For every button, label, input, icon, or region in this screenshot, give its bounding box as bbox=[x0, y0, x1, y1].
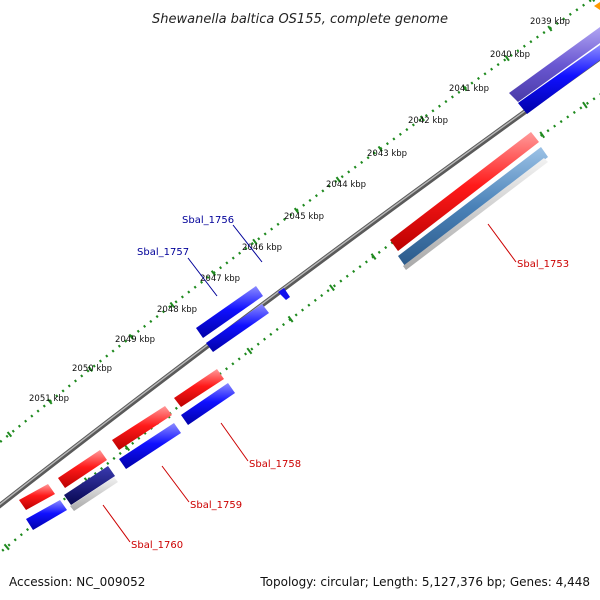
outer-major-tick bbox=[592, 0, 596, 3]
tick-label-2040: 2040 kbp bbox=[490, 50, 530, 60]
genome-backbone bbox=[0, 54, 600, 509]
inner-major-tick bbox=[124, 444, 131, 452]
outer-major-tick bbox=[335, 176, 341, 183]
inner-major-tick bbox=[329, 284, 335, 292]
label-sbal-1758[interactable]: Sbal_1758 bbox=[249, 459, 301, 470]
outer-major-tick bbox=[87, 366, 94, 372]
leader-sbal-1760 bbox=[102, 504, 131, 543]
genome-summary-text: Topology: circular; Length: 5,127,376 bp… bbox=[259, 575, 590, 589]
tick-label-2044: 2044 kbp bbox=[326, 180, 366, 190]
inner-major-tick bbox=[287, 315, 294, 323]
tick-label-2050: 2050 kbp bbox=[72, 364, 112, 374]
leader-lines bbox=[102, 223, 517, 543]
feature-sbal-1758-red[interactable] bbox=[174, 369, 224, 407]
feature-sbal-1756-arrow[interactable] bbox=[278, 288, 290, 300]
tick-label-2043: 2043 kbp bbox=[367, 149, 407, 159]
tick-label-2051: 2051 kbp bbox=[29, 394, 69, 404]
feature-purple[interactable] bbox=[509, 27, 600, 102]
outer-ruler bbox=[0, 0, 594, 444]
leader-sbal-1756 bbox=[232, 224, 263, 263]
tick-label-2042: 2042 kbp bbox=[408, 116, 448, 126]
outer-major-tick bbox=[47, 398, 53, 405]
feature-sbal-1760-gray bbox=[70, 477, 118, 511]
tick-label-2041: 2041 kbp bbox=[449, 84, 489, 94]
feature-sbal-1758-blue[interactable] bbox=[181, 383, 235, 425]
feature-sbal-1759-red[interactable] bbox=[112, 406, 172, 450]
feature-sbal-1757-blue-b[interactable] bbox=[206, 304, 269, 352]
tick-label-2039: 2039 kbp bbox=[530, 17, 570, 27]
leader-sbal-1758 bbox=[220, 422, 249, 462]
outer-major-tick bbox=[210, 270, 217, 277]
label-sbal-1760[interactable]: Sbal_1760 bbox=[131, 540, 183, 551]
label-sbal-1757[interactable]: Sbal_1757 bbox=[137, 247, 189, 258]
inner-major-tick bbox=[370, 253, 377, 260]
tick-label-2048: 2048 kbp bbox=[157, 305, 197, 315]
feature-orange-marker bbox=[594, 2, 600, 10]
outer-major-tick bbox=[504, 55, 510, 62]
outer-major-ticks bbox=[6, 0, 596, 438]
outer-major-tick bbox=[128, 333, 134, 340]
outer-major-tick bbox=[547, 25, 553, 32]
inner-major-tick bbox=[246, 347, 253, 355]
feature-sbal-1760-blue[interactable] bbox=[26, 500, 67, 530]
feature-sbal-1753-red[interactable] bbox=[390, 132, 539, 251]
inner-major-tick bbox=[3, 543, 10, 551]
leader-sbal-1759 bbox=[161, 465, 190, 503]
feature-sbal-1757-blue-a[interactable] bbox=[196, 286, 263, 338]
outer-major-tick bbox=[6, 431, 13, 438]
feature-sbal-1760-red-a[interactable] bbox=[58, 450, 107, 488]
label-sbal-1753[interactable]: Sbal_1753 bbox=[517, 259, 569, 270]
tick-label-2049: 2049 kbp bbox=[115, 335, 155, 345]
tick-label-2046: 2046 kbp bbox=[242, 243, 282, 253]
tick-label-2045: 2045 kbp bbox=[284, 212, 324, 222]
kbp-tick-labels: 2039 kbp 2040 kbp 2041 kbp 2042 kbp 2043… bbox=[29, 17, 570, 404]
map-title: Shewanella baltica OS155, complete genom… bbox=[152, 12, 448, 27]
feature-sbal-1760-red-b[interactable] bbox=[19, 484, 55, 510]
feature-sbal-1753-gray bbox=[403, 158, 548, 270]
accession-text: Accession: NC_009052 bbox=[9, 575, 145, 589]
outer-major-tick bbox=[293, 207, 300, 214]
leader-sbal-1757 bbox=[187, 257, 218, 297]
outer-major-tick bbox=[462, 85, 468, 92]
tick-label-2047: 2047 kbp bbox=[200, 274, 240, 284]
feature-blue-top[interactable] bbox=[518, 45, 600, 114]
label-sbal-1759[interactable]: Sbal_1759 bbox=[190, 500, 242, 511]
label-sbal-1756[interactable]: Sbal_1756 bbox=[182, 215, 234, 226]
feature-sbal-1760-dark[interactable] bbox=[64, 466, 115, 505]
leader-sbal-1753 bbox=[487, 223, 517, 263]
outer-major-tick bbox=[377, 145, 383, 152]
genome-backbone-highlight bbox=[0, 56, 600, 506]
feature-sbal-1759-blue[interactable] bbox=[119, 423, 181, 469]
feature-sbal-1753-steel[interactable] bbox=[398, 147, 548, 266]
inner-major-tick bbox=[539, 131, 546, 139]
outer-major-tick bbox=[169, 301, 175, 308]
outer-major-tick bbox=[419, 115, 425, 122]
inner-major-tick bbox=[582, 101, 588, 109]
gene-features bbox=[19, 2, 600, 530]
outer-major-tick bbox=[252, 238, 258, 245]
